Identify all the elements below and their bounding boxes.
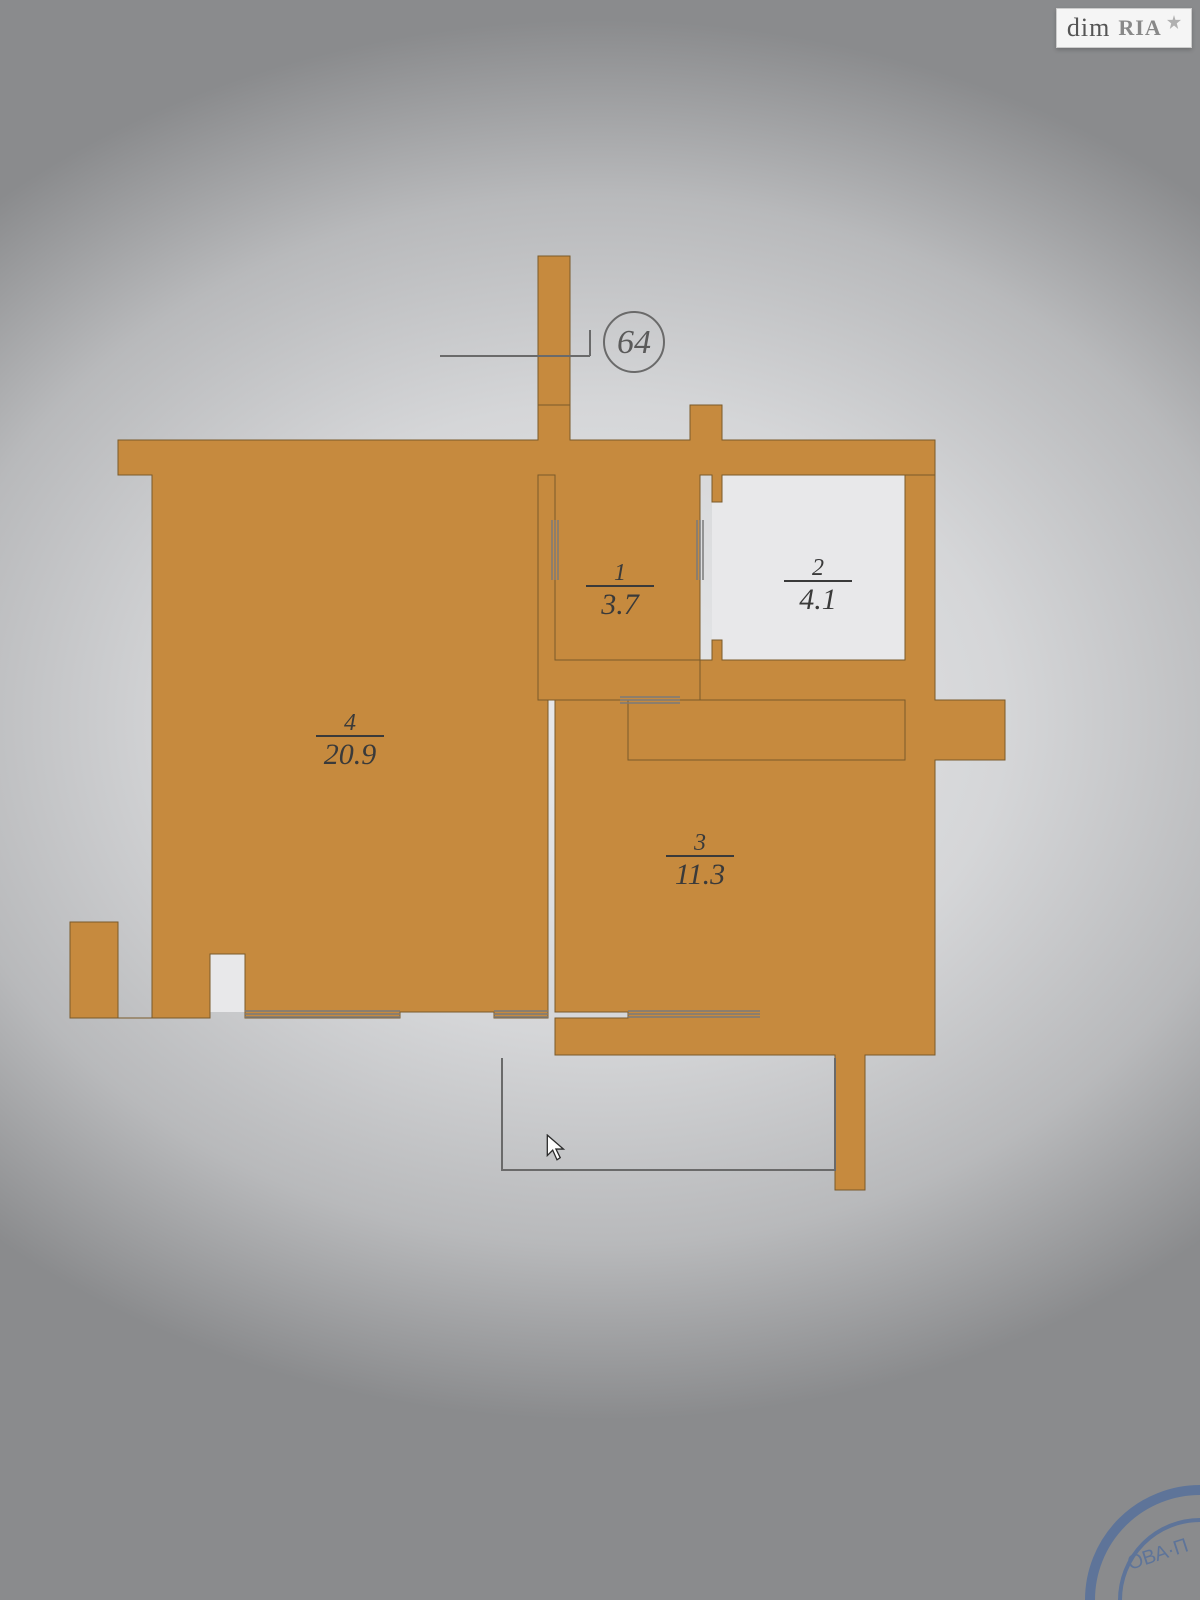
room-number: 1	[614, 560, 626, 586]
room-area: 20.9	[324, 738, 377, 771]
svg-text:ОВА·П: ОВА·П	[1125, 1534, 1191, 1574]
floorplan-svg: 64 13.7 24.1 311.3 420.9	[0, 0, 1200, 1600]
room-number: 3	[693, 830, 706, 856]
stage: dim RIA 64 13.724.1311.3420.9 ОВА·П	[0, 0, 1200, 1600]
room-number: 4	[344, 710, 356, 736]
wall-segment	[538, 256, 570, 405]
room-area: 11.3	[675, 858, 725, 891]
wall-segment	[628, 700, 905, 760]
walls	[70, 256, 1005, 1190]
room-fill	[712, 475, 905, 660]
unit-number-text: 64	[617, 324, 651, 361]
room-number: 2	[812, 555, 824, 581]
stamp-partial: ОВА·П	[1020, 1480, 1200, 1600]
cursor-icon	[546, 1134, 568, 1162]
room-area: 4.1	[799, 583, 837, 616]
room-area: 3.7	[600, 588, 641, 621]
